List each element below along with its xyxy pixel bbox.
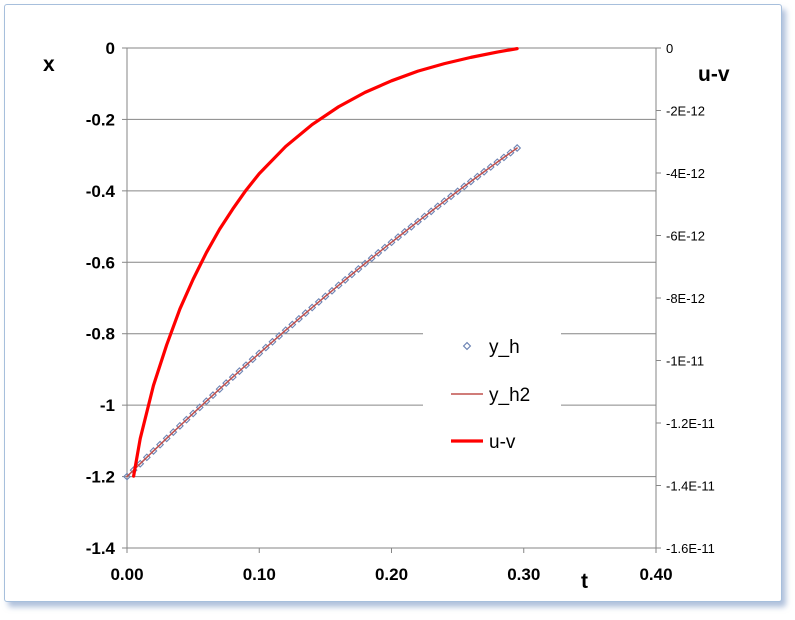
x-tick-label: 0.40 [639,565,672,584]
y-left-tick-label: -0.6 [86,253,115,272]
chart-frame: 0 -0.2 -0.4 -0.6 -0.8 -1 -1.2 -1.4 0 -2E-12 -4E-1… [4,4,782,602]
y-left-tick-label: 0 [106,39,115,58]
y-right-tick-label: -6E-12 [666,229,705,244]
y-right-tick-label: -1.2E-11 [666,416,715,431]
legend-label-y-h: y_h [489,337,520,358]
y-right-tick-label: 0 [666,41,673,56]
series-line-y-h2 [126,147,518,478]
y-right-tick-label: -1.6E-11 [666,541,715,556]
series-line-u-v [132,47,519,478]
x-tick-label: 0.30 [507,565,540,584]
x-tick-label: 0.00 [110,565,143,584]
left-axis-ticks: 0 -0.2 -0.4 -0.6 -0.8 -1 -1.2 -1.4 [86,39,127,558]
gridlines [127,47,656,549]
legend-label-y-h2: y_h2 [489,385,530,406]
data-point-y-h [513,144,522,152]
y-right-tick-label: -4E-12 [666,166,705,181]
chart: 0 -0.2 -0.4 -0.6 -0.8 -1 -1.2 -1.4 0 -2E-12 -4E-1… [43,39,730,593]
y-left-tick-label: -1 [100,396,115,415]
y-right-tick-label: -2E-12 [666,104,705,119]
x-axis-title: t [581,570,588,593]
y-left-tick-label: -0.8 [86,325,115,344]
series-layer [123,47,522,481]
y-left-tick-label: -0.4 [86,182,116,201]
x-axis-ticks: 0.00 0.10 0.20 0.30 0.40 [110,548,673,584]
y-left-tick-label: -1.4 [86,539,116,558]
right-axis-ticks: 0 -2E-12 -4E-12 -6E-12 -8E-12 -1E-11 -1.2E-11 -… [656,41,715,556]
y-left-tick-label: -0.2 [86,110,115,129]
y-right-tick-label: -8E-12 [666,291,705,306]
legend: y_h y_h2 u-v [423,321,561,459]
y-right-tick-label: -1.4E-11 [666,479,715,494]
y-axis-left-title: x [43,53,55,76]
legend-marker [462,341,472,351]
y-right-tick-label: -1E-11 [666,354,704,369]
x-tick-label: 0.20 [375,565,408,584]
x-tick-label: 0.10 [243,565,276,584]
legend-label-u-v: u-v [489,432,516,453]
legend-symbol-y-h [462,341,472,351]
axes [126,48,657,549]
y-axis-right-title: u-v [698,63,730,86]
y-left-tick-label: -1.2 [86,468,115,487]
legend-box [423,321,561,459]
